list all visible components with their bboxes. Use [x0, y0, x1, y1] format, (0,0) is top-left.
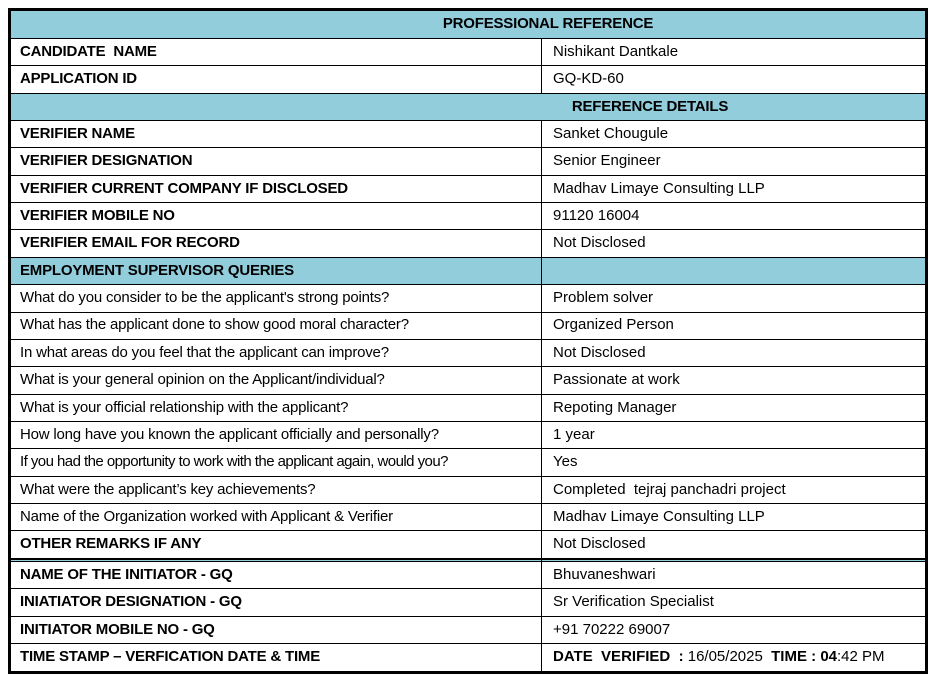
- verifier-email-value: Not Disclosed: [540, 229, 928, 258]
- query-label: What were the applicant’s key achievemen…: [9, 475, 542, 505]
- verifier-company-value: Madhav Limaye Consulting LLP: [540, 174, 928, 204]
- time-label: TIME :: [762, 648, 821, 666]
- query-value: Repoting Manager: [540, 393, 928, 422]
- query-label: In what areas do you feel that the appli…: [9, 338, 542, 368]
- professional-reference-table: PROFESSIONAL REFERENCE CANDIDATE NAME Ni…: [8, 8, 929, 674]
- other-remarks-label: OTHER REMARKS IF ANY: [9, 530, 542, 559]
- initiator-mobile-label: INITIATOR MOBILE NO - GQ: [9, 615, 542, 644]
- query-label: What do you consider to be the applicant…: [9, 284, 542, 313]
- verifier-email-row: VERIFIER EMAIL FOR RECORD Not Disclosed: [9, 229, 928, 258]
- verifier-name-row: VERIFIER NAME Sanket Chougule: [9, 119, 928, 149]
- initiator-name-row: NAME OF THE INITIATOR - GQ Bhuvaneshwari: [9, 560, 928, 590]
- query-value: 1 year: [540, 420, 928, 450]
- verifier-mobile-value: 91120 16004: [540, 202, 928, 231]
- initiator-mobile-value: +91 70222 69007: [540, 615, 928, 644]
- query-label: Name of the Organization worked with App…: [9, 503, 542, 532]
- initiator-designation-value: Sr Verification Specialist: [540, 588, 928, 617]
- form-title: PROFESSIONAL REFERENCE: [8, 9, 928, 39]
- timestamp-row: TIME STAMP – VERFICATION DATE & TIME DAT…: [9, 642, 928, 674]
- query-row-strong-points: What do you consider to be the applicant…: [9, 284, 928, 313]
- reference-details-header-row: REFERENCE DETAILS: [8, 92, 928, 122]
- query-row-general-opinion: What is your general opinion on the Appl…: [9, 366, 928, 395]
- queries-header-spacer-cell: [540, 256, 928, 286]
- verifier-designation-value: Senior Engineer: [540, 147, 928, 176]
- verifier-company-row: VERIFIER CURRENT COMPANY IF DISCLOSED Ma…: [9, 174, 928, 204]
- query-value: Passionate at work: [540, 366, 928, 395]
- query-row-key-achievements: What were the applicant’s key achievemen…: [9, 475, 928, 505]
- time-minutes-value: :42 PM: [837, 648, 885, 666]
- date-verified-value: 16/05/2025: [687, 648, 763, 666]
- verifier-designation-row: VERIFIER DESIGNATION Senior Engineer: [9, 147, 928, 176]
- initiator-mobile-row: INITIATOR MOBILE NO - GQ +91 70222 69007: [9, 615, 928, 644]
- query-value: Completed tejraj panchadri project: [540, 475, 928, 505]
- verifier-name-label: VERIFIER NAME: [9, 119, 542, 149]
- other-remarks-value: Not Disclosed: [540, 530, 928, 559]
- timestamp-value: DATE VERIFIED : 16/05/2025 TIME : 04:42 …: [540, 642, 928, 674]
- query-row-how-long-known: How long have you known the applicant of…: [9, 420, 928, 450]
- verifier-mobile-row: VERIFIER MOBILE NO 91120 16004: [9, 202, 928, 231]
- initiator-name-value: Bhuvaneshwari: [540, 560, 928, 590]
- candidate-name-row: CANDIDATE NAME Nishikant Dantkale: [9, 37, 928, 67]
- query-value: Yes: [540, 448, 928, 477]
- queries-header-row: EMPLOYMENT SUPERVISOR QUERIES: [9, 256, 928, 286]
- query-label: How long have you known the applicant of…: [9, 420, 542, 450]
- query-label: What has the applicant done to show good…: [9, 311, 542, 340]
- application-id-row: APPLICATION ID GQ-KD-60: [9, 65, 928, 94]
- query-row-relationship: What is your official relationship with …: [9, 393, 928, 422]
- initiator-designation-label: INIATIATOR DESIGNATION - GQ: [9, 588, 542, 617]
- verifier-company-label: VERIFIER CURRENT COMPANY IF DISCLOSED: [9, 174, 542, 204]
- other-remarks-row: OTHER REMARKS IF ANY Not Disclosed: [9, 530, 928, 559]
- query-value: Organized Person: [540, 311, 928, 340]
- candidate-name-label: CANDIDATE NAME: [9, 37, 542, 67]
- application-id-value: GQ-KD-60: [540, 65, 928, 94]
- query-value: Not Disclosed: [540, 338, 928, 368]
- time-hour-value: 04: [820, 648, 837, 666]
- query-row-organization: Name of the Organization worked with App…: [9, 503, 928, 532]
- verifier-name-value: Sanket Chougule: [540, 119, 928, 149]
- application-id-label: APPLICATION ID: [9, 65, 542, 94]
- candidate-name-value: Nishikant Dantkale: [540, 37, 928, 67]
- verifier-email-label: VERIFIER EMAIL FOR RECORD: [9, 229, 542, 258]
- initiator-name-label: NAME OF THE INITIATOR - GQ: [9, 560, 542, 590]
- timestamp-label: TIME STAMP – VERFICATION DATE & TIME: [9, 642, 542, 674]
- query-value: Madhav Limaye Consulting LLP: [540, 503, 928, 532]
- query-row-moral-character: What has the applicant done to show good…: [9, 311, 928, 340]
- title-row: PROFESSIONAL REFERENCE: [8, 9, 928, 39]
- queries-section-title: EMPLOYMENT SUPERVISOR QUERIES: [9, 256, 542, 286]
- query-label: What is your official relationship with …: [9, 393, 542, 422]
- verifier-designation-label: VERIFIER DESIGNATION: [9, 147, 542, 176]
- query-row-work-again: If you had the opportunity to work with …: [9, 448, 928, 477]
- initiator-designation-row: INIATIATOR DESIGNATION - GQ Sr Verificat…: [9, 588, 928, 617]
- date-verified-label: DATE VERIFIED :: [553, 648, 688, 666]
- query-label: What is your general opinion on the Appl…: [9, 366, 542, 395]
- query-label: If you had the opportunity to work with …: [9, 448, 542, 477]
- verifier-mobile-label: VERIFIER MOBILE NO: [9, 202, 542, 231]
- reference-details-title: REFERENCE DETAILS: [8, 92, 928, 122]
- query-value: Problem solver: [540, 284, 928, 313]
- query-row-improve: In what areas do you feel that the appli…: [9, 338, 928, 368]
